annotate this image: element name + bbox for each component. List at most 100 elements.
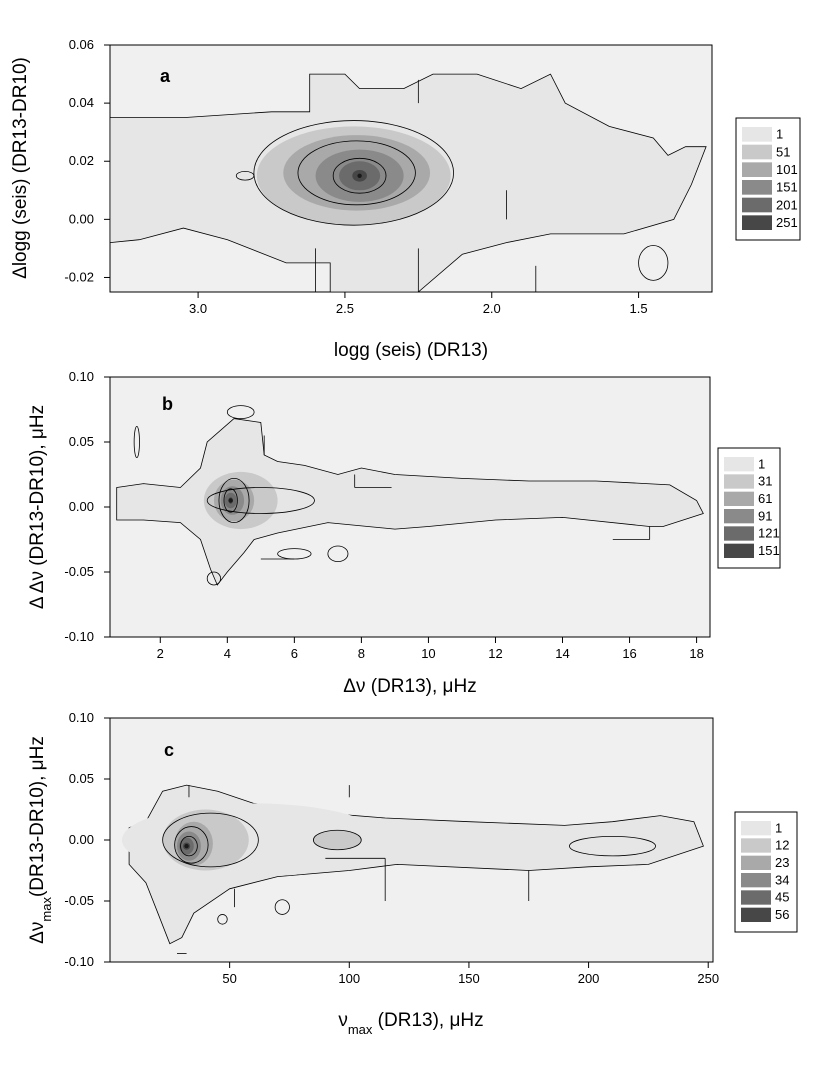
- y-axis-label-c: Δνmax(DR13-DR10), μHz: [27, 736, 54, 944]
- legend-swatch-a-4: [742, 197, 772, 213]
- legend-label-c-5: 56: [775, 907, 789, 922]
- legend-swatch-c-2: [741, 855, 771, 870]
- x-tick-label-b-4: 10: [421, 646, 435, 661]
- legend-label-b-5: 151: [758, 543, 780, 558]
- legend-swatch-b-3: [724, 509, 754, 524]
- legend-swatch-b-4: [724, 526, 754, 541]
- x-tick-label-b-1: 4: [224, 646, 231, 661]
- density-level-1-c-3: [313, 830, 362, 850]
- y-tick-label-a-4: 0.06: [69, 37, 94, 52]
- x-tick-label-b-8: 18: [689, 646, 703, 661]
- legend-label-b-4: 121: [758, 526, 780, 541]
- contour-line-a-0: [253, 120, 454, 226]
- legend-swatch-c-0: [741, 821, 771, 836]
- x-tick-label-c-3: 200: [578, 971, 600, 986]
- y-tick-label-b-2: 0.00: [69, 499, 94, 514]
- panel-b: 2 4 6 8 10 12 14 16 18 -0.10 -0.05 0.00 0.05 0.10 b Δ…: [27, 369, 781, 697]
- y-tick-label-a-2: 0.02: [69, 153, 94, 168]
- y-tick-label-b-1: -0.05: [64, 564, 94, 579]
- density-peak-c: [184, 843, 189, 849]
- contour-group-a: [110, 73, 707, 292]
- y-tick-label-a-3: 0.04: [69, 95, 94, 110]
- legend-label-c-2: 23: [775, 855, 789, 870]
- legend-c: 1 12 23 34 45 56: [734, 811, 798, 933]
- x-tick-label-c-0: 50: [222, 971, 236, 986]
- legend-swatch-b-1: [724, 474, 754, 489]
- x-tick-label-a-0: 3.0: [189, 301, 207, 316]
- y-tick-label-c-1: -0.05: [64, 893, 94, 908]
- legend-label-a-1: 51: [776, 144, 790, 159]
- contour-line-b-3: [226, 405, 255, 420]
- legend-swatch-a-0: [742, 127, 772, 142]
- legend-swatch-a-5: [742, 215, 772, 230]
- y-tick-label-c-4: 0.10: [69, 710, 94, 725]
- panel-c: 50 100 150 200 250 -0.10 -0.05 0.00 0.05 0.10 c ν…: [27, 710, 798, 1037]
- contour-line-c-2: [180, 835, 198, 857]
- ticks-a: 3.0 2.5 2.0 1.5 -0.02 0.00 0.02 0.04 0.06: [64, 37, 647, 316]
- contour-line-c-1: [174, 826, 209, 864]
- density-peak-a: [357, 173, 362, 178]
- legend-swatch-a-1: [742, 144, 772, 160]
- x-tick-label-b-3: 8: [358, 646, 365, 661]
- legend-label-c-3: 34: [775, 872, 789, 887]
- legend-b: 1 31 61 91 121 151: [717, 447, 781, 569]
- y-tick-label-c-0: -0.10: [64, 954, 94, 969]
- contour-group-c: [121, 784, 704, 954]
- density-level-0-c-1: [325, 829, 613, 859]
- legend-label-a-4: 201: [776, 197, 798, 212]
- legend-label-b-3: 91: [758, 508, 772, 523]
- legend-swatch-c-4: [741, 890, 771, 905]
- legend-label-c-1: 12: [775, 838, 789, 853]
- contour-line-c-6: [569, 835, 656, 857]
- contour-line-a-1: [297, 140, 416, 206]
- contour-line-b-7: [133, 425, 140, 458]
- density-peak-b: [228, 498, 233, 503]
- x-tick-label-b-0: 2: [157, 646, 164, 661]
- x-tick-label-a-1: 2.5: [336, 301, 354, 316]
- legend-swatch-b-0: [724, 457, 754, 472]
- y-tick-label-a-0: -0.02: [64, 269, 94, 284]
- x-tick-label-a-2: 2.0: [483, 301, 501, 316]
- x-tick-label-c-2: 150: [458, 971, 480, 986]
- legend-label-b-1: 31: [758, 474, 772, 489]
- x-tick-label-b-7: 16: [622, 646, 636, 661]
- legend-label-b-0: 1: [758, 456, 765, 471]
- contour-marks-c: [121, 784, 704, 954]
- y-tick-label-c-2: 0.00: [69, 832, 94, 847]
- legend-label-a-5: 251: [776, 215, 798, 230]
- contour-marks-b: [116, 405, 704, 586]
- x-tick-label-b-2: 6: [291, 646, 298, 661]
- y-axis-label-a: Δlogg (seis) (DR13-DR10): [10, 57, 31, 279]
- density-level-0-b-1: [277, 495, 513, 511]
- legend-swatch-c-3: [741, 873, 771, 888]
- contour-line-c-4: [274, 899, 290, 915]
- x-axis-label-a: logg (seis) (DR13): [334, 340, 488, 361]
- legend-label-a-3: 151: [776, 180, 798, 195]
- legend-swatch-b-2: [724, 491, 754, 506]
- x-tick-label-b-6: 14: [555, 646, 569, 661]
- contour-line-c-3: [312, 829, 362, 851]
- contour-line-a-4: [638, 245, 669, 281]
- x-tick-label-b-5: 12: [488, 646, 502, 661]
- panel-a: 3.0 2.5 2.0 1.5 -0.02 0.00 0.02 0.04 0.06 a logg…: [10, 37, 801, 361]
- legend-label-a-2: 101: [776, 162, 798, 177]
- ticks-b: 2 4 6 8 10 12 14 16 18 -0.10 -0.05 0.00 0.05 0.10: [64, 369, 703, 661]
- ticks-c: 50 100 150 200 250 -0.10 -0.05 0.00 0.05 0.10: [64, 710, 719, 986]
- contour-line-b-6: [206, 571, 222, 586]
- contour-group-b: [116, 405, 704, 586]
- x-axis-label-c: νmax (DR13), μHz: [338, 1010, 483, 1037]
- contour-line-c-5: [217, 914, 228, 925]
- y-axis-label-b: Δ Δν (DR13-DR10), μHz: [27, 405, 48, 609]
- y-tick-label-c-3: 0.05: [69, 771, 94, 786]
- x-tick-label-c-4: 250: [697, 971, 719, 986]
- x-tick-label-a-3: 1.5: [630, 301, 648, 316]
- y-tick-label-b-4: 0.10: [69, 369, 94, 384]
- legend-label-a-0: 1: [776, 127, 783, 142]
- contour-line-b-2: [223, 488, 238, 513]
- contour-marks-a: [110, 73, 707, 292]
- panel-label-c: c: [164, 740, 174, 760]
- legend-swatch-c-1: [741, 838, 771, 853]
- panel-label-a: a: [160, 66, 171, 86]
